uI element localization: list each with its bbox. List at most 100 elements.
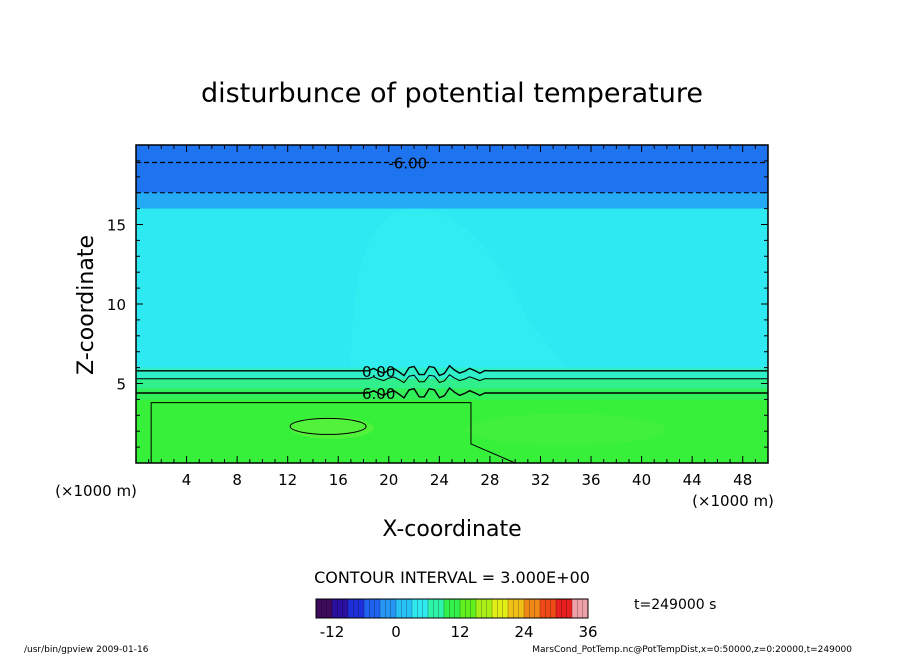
chart-title: disturbunce of potential temperature bbox=[201, 78, 703, 109]
colorbar-segment bbox=[412, 599, 418, 618]
colorbar-segment bbox=[518, 599, 525, 618]
value-band-1 bbox=[136, 192, 768, 209]
colorbar-segment bbox=[529, 599, 535, 618]
colorbar-segment bbox=[577, 599, 583, 618]
colorbar-segment bbox=[380, 599, 386, 618]
x-tick-label: 24 bbox=[430, 471, 449, 489]
value-band-0 bbox=[136, 145, 768, 193]
y-tick-label: 5 bbox=[116, 376, 126, 394]
colorbar-segment bbox=[444, 599, 450, 618]
x-axis-label: X-coordinate bbox=[382, 517, 521, 542]
colorbar-segment bbox=[438, 599, 445, 618]
colorbar-segment bbox=[422, 599, 429, 618]
contour-0 bbox=[136, 364, 768, 377]
x-tick-label: 36 bbox=[581, 471, 600, 489]
colorbar-frame bbox=[315, 598, 589, 619]
colorbar-segment bbox=[556, 599, 562, 618]
x-tick-labels: 4 8 12 16 20 24 28 32 36 40 44 48 bbox=[182, 471, 752, 489]
colorbar-segment bbox=[454, 599, 461, 618]
x-tick-label: 48 bbox=[733, 471, 752, 489]
plot-area: -6.00 0.00 6.00 bbox=[135, 144, 769, 464]
colorbar-segment bbox=[449, 599, 455, 618]
colorbar-segment bbox=[390, 599, 397, 618]
colorbar-segment bbox=[374, 599, 381, 618]
colorbar-segment bbox=[401, 599, 407, 618]
colorbar-segment bbox=[540, 599, 546, 618]
contour-6 bbox=[136, 386, 768, 399]
colorbar-segment bbox=[428, 599, 434, 618]
colorbar-segment bbox=[502, 599, 509, 618]
colorbar-segment bbox=[364, 599, 370, 618]
y-tick-label: 15 bbox=[107, 217, 126, 235]
colorbar-segment bbox=[508, 599, 514, 618]
contour-interval: CONTOUR INTERVAL = 3.000E+00 bbox=[314, 568, 590, 587]
colorbar-tick-label: -12 bbox=[320, 623, 345, 641]
colorbar-segment bbox=[497, 599, 503, 618]
value-band-6 bbox=[136, 399, 768, 463]
colorbar-segment bbox=[470, 599, 477, 618]
colorbar-segment bbox=[566, 599, 573, 618]
field-patch-right bbox=[465, 413, 666, 446]
colorbar-segment bbox=[326, 599, 333, 618]
contour-label-0: -6.00 bbox=[388, 154, 427, 172]
colorbar-segment bbox=[358, 599, 365, 618]
colorbar-segment bbox=[316, 599, 322, 618]
x-unit-left: (×1000 m) bbox=[55, 482, 137, 500]
x-tick-label: 44 bbox=[683, 471, 702, 489]
x-unit-right: (×1000 m) bbox=[692, 492, 774, 510]
colorbar-tick-label: 12 bbox=[450, 623, 469, 641]
colorbar-segment bbox=[534, 599, 541, 618]
colorbar-segment bbox=[572, 599, 578, 618]
contour-3 bbox=[136, 374, 768, 384]
colorbar-segment bbox=[492, 599, 498, 618]
x-tick-label: 32 bbox=[531, 471, 550, 489]
colorbar-segment bbox=[545, 599, 551, 618]
colorbar-segment bbox=[369, 599, 375, 618]
x-tick-label: 28 bbox=[480, 471, 499, 489]
colorbar-segment bbox=[406, 599, 413, 618]
colorbar-segment bbox=[582, 599, 589, 618]
y-axis-label: Z-coordinate bbox=[74, 235, 99, 375]
colorbar-segment bbox=[513, 599, 519, 618]
value-band-5 bbox=[136, 388, 768, 400]
y-tick-labels: 5 10 15 bbox=[107, 217, 126, 394]
colorbar-segment bbox=[465, 599, 471, 618]
colorbar-tick-labels: -12 0 12 24 36 bbox=[320, 623, 598, 641]
contour-lines bbox=[136, 161, 768, 464]
footer-right: MarsCond_PotTemp.nc@PotTempDist,x=0:5000… bbox=[532, 645, 852, 654]
colorbar-segment bbox=[396, 599, 402, 618]
x-tick-label: 12 bbox=[278, 471, 297, 489]
value-band-4 bbox=[136, 378, 768, 389]
colorbar-segment bbox=[337, 599, 343, 618]
colorbar-segment bbox=[481, 599, 487, 618]
colorbar-segment bbox=[353, 599, 359, 618]
x-tick-label: 20 bbox=[379, 471, 398, 489]
colorbar-segment bbox=[550, 599, 557, 618]
colorbar-segment bbox=[433, 599, 439, 618]
colorbar-segment bbox=[348, 599, 354, 618]
contour-labels: -6.00 0.00 6.00 bbox=[362, 154, 427, 403]
contour-label-1: 0.00 bbox=[362, 363, 395, 381]
colorbar-segment bbox=[417, 599, 423, 618]
colorbar-segment bbox=[476, 599, 482, 618]
value-bands bbox=[136, 145, 768, 463]
field-patch-upper bbox=[350, 208, 566, 368]
contour-9 bbox=[150, 402, 516, 464]
x-tick-label: 40 bbox=[632, 471, 651, 489]
footer-left: /usr/bin/gpview 2009-01-16 bbox=[24, 645, 149, 654]
colorbar-segment bbox=[385, 599, 391, 618]
x-tick-label: 16 bbox=[329, 471, 348, 489]
contour-label-2: 6.00 bbox=[362, 385, 395, 403]
colorbar bbox=[315, 598, 589, 619]
colorbar-tick-label: 36 bbox=[578, 623, 597, 641]
x-tick-label: 4 bbox=[182, 471, 192, 489]
contour-12 bbox=[289, 417, 367, 435]
colorbar-segment bbox=[321, 599, 327, 618]
colorbar-segment bbox=[561, 599, 567, 618]
y-tick-label: 10 bbox=[107, 296, 126, 314]
colorbar-segment bbox=[460, 599, 466, 618]
value-band-3 bbox=[136, 367, 768, 379]
colorbar-segment bbox=[524, 599, 530, 618]
colorbar-tick-label: 24 bbox=[514, 623, 533, 641]
